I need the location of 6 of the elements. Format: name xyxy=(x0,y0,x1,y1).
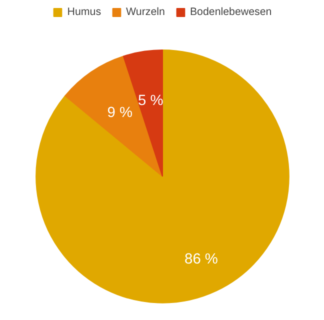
data-label: 9 % xyxy=(107,105,133,122)
data-label: 5 % xyxy=(138,92,164,109)
legend-label: Bodenlebewesen xyxy=(190,6,272,18)
legend-label: Wurzeln xyxy=(126,6,165,18)
legend-label: Humus xyxy=(67,6,102,18)
data-label: 86 % xyxy=(184,251,218,268)
